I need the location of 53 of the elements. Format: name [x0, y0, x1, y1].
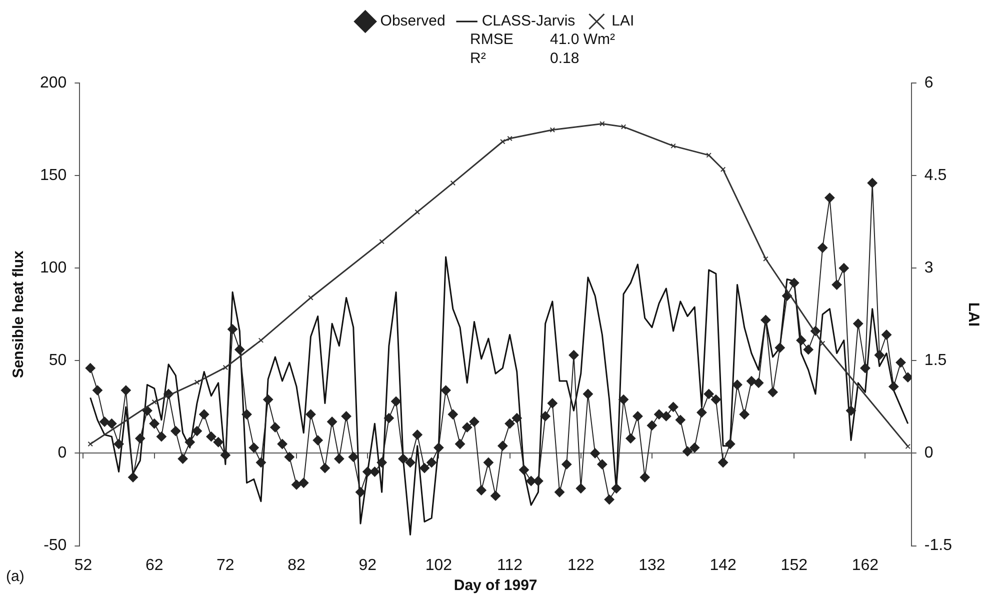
x-tick-label: 132 — [638, 556, 666, 574]
text: 41.0 Wm² — [550, 30, 616, 49]
text: R² — [470, 49, 487, 68]
x-tick-label: 142 — [710, 556, 736, 574]
point — [414, 209, 420, 215]
legend-label: CLASS-Jarvis — [482, 12, 576, 30]
legend-label: LAI — [612, 12, 634, 30]
point — [308, 295, 314, 300]
y-tick-label: 100 — [40, 260, 67, 277]
x-axis-title: Day of 1997 — [454, 577, 538, 594]
point — [820, 340, 826, 346]
y-axis-title: Sensible heat flux — [10, 250, 28, 378]
point — [152, 399, 157, 405]
point — [379, 238, 384, 244]
text: 0.18 — [550, 49, 580, 68]
point — [720, 166, 726, 172]
y2-axis-title: LAI — [964, 302, 982, 326]
text: RMSE — [470, 30, 514, 49]
x-tick-label: 162 — [852, 556, 879, 574]
y2-tick-label: 0 — [924, 444, 934, 462]
y-tick-label: 50 — [48, 352, 67, 370]
y-tick-label: 0 — [58, 444, 67, 462]
point — [706, 152, 712, 158]
x-tick-label: 72 — [216, 556, 234, 574]
point — [222, 364, 228, 370]
y-tick-label: -50 — [44, 537, 67, 554]
y-tick-label: 200 — [40, 74, 67, 92]
x-tick-label: 62 — [145, 556, 164, 574]
point — [194, 380, 200, 385]
x-tick-label: 92 — [358, 556, 377, 574]
y2-tick-label: 6 — [924, 74, 934, 92]
x-tick-label: 82 — [288, 556, 306, 574]
x-tick-label: 152 — [780, 556, 808, 574]
x-tick-label: 112 — [497, 556, 523, 574]
point — [500, 139, 506, 144]
legend-label: Observed — [380, 12, 446, 30]
point — [600, 121, 605, 126]
y2-tick-label: 4.5 — [924, 166, 947, 184]
text: (a) — [6, 568, 24, 585]
y2-tick-label: 1.5 — [924, 352, 947, 370]
point — [620, 124, 626, 130]
point — [763, 256, 768, 262]
x-tick-label: 102 — [425, 556, 452, 574]
y-tick-label: 150 — [40, 166, 67, 184]
point — [450, 180, 456, 186]
y2-tick-label: -1.5 — [924, 537, 952, 554]
point — [550, 127, 556, 133]
x-tick-label: 52 — [74, 556, 92, 574]
point — [670, 143, 676, 149]
point — [258, 338, 264, 343]
point — [507, 136, 512, 142]
y2-tick-label: 3 — [924, 260, 934, 277]
x-tick-label: 122 — [568, 556, 594, 574]
